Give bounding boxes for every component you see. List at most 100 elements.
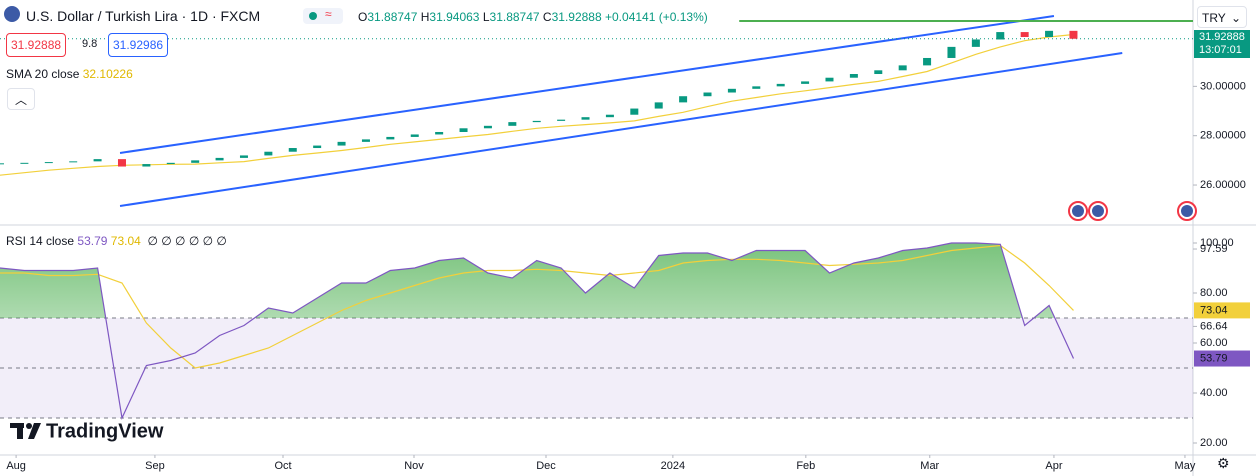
ohlc-label: L: [482, 10, 490, 24]
countdown: 13:07:01: [1199, 44, 1242, 56]
x-tick-label: 2024: [661, 460, 685, 472]
rsi-line: [0, 242, 1075, 421]
symbol-title: U.S. Dollar / Turkish Lira · 1D · FXCM: [26, 8, 261, 24]
candle: [435, 131, 444, 135]
sma-label: SMA 20 close: [6, 67, 80, 81]
spread: 9.8: [82, 38, 98, 50]
candle: [532, 120, 541, 123]
currency-select[interactable]: TRY ⌄: [1197, 6, 1247, 28]
ohlc-legend: O31.88747 H31.94063 L31.88747 C31.92888 …: [358, 10, 708, 24]
collapse-button[interactable]: ︿: [7, 88, 35, 110]
candle: [849, 74, 858, 78]
candle: [923, 57, 932, 66]
candle: [410, 134, 419, 137]
x-tick-label: Feb: [796, 460, 815, 472]
rsi-ma-value: 73.04: [110, 234, 141, 248]
candle: [93, 159, 102, 162]
value-badge-label: 73.04: [1200, 304, 1228, 316]
sma-legend: SMA 20 close 32.10226: [6, 67, 133, 81]
sma-line: [0, 33, 1074, 176]
candle: [313, 145, 322, 149]
y-tick-label: 26.00000: [1200, 179, 1246, 191]
rsi-value: 53.79: [77, 234, 108, 248]
candle: [557, 119, 566, 121]
x-tick-label: Mar: [920, 460, 939, 472]
x-tick-label: May: [1175, 460, 1196, 472]
y-tick-label: 20.00: [1200, 437, 1228, 449]
candle: [581, 117, 590, 120]
candle: [679, 96, 688, 103]
candle: [44, 162, 53, 164]
candle: [361, 139, 370, 142]
status-badge[interactable]: ≈: [303, 7, 343, 24]
candle: [752, 86, 761, 89]
candle: [703, 92, 712, 97]
candle: [337, 141, 346, 146]
y-tick-label: 28.00000: [1200, 130, 1246, 142]
trend-line: [119, 52, 1123, 207]
y-tick-label: 60.00: [1200, 337, 1228, 349]
candle: [215, 157, 224, 161]
candle: [971, 39, 980, 47]
candle: [1020, 32, 1029, 38]
buy-button[interactable]: 31.92986: [108, 33, 169, 57]
rsi-overbought-fill: [0, 243, 1074, 318]
last-price-badge: 31.92888 13:07:01: [1194, 30, 1250, 58]
candle: [483, 125, 492, 129]
ohlc-label: O: [358, 10, 368, 24]
y-tick-label: 97.59: [1200, 243, 1228, 255]
ohlc-value: 31.88747: [367, 10, 418, 24]
candle: [117, 159, 126, 167]
candle: [459, 128, 468, 132]
value-badge-label: 53.79: [1200, 352, 1228, 364]
y-tick-label: 30.00000: [1200, 80, 1246, 92]
candle: [801, 81, 810, 84]
candle: [166, 162, 175, 165]
sma-value: 32.10226: [82, 67, 133, 81]
watermark: TradingView: [46, 420, 164, 442]
currency: TRY: [1202, 11, 1226, 25]
last-price: 31.92888: [1199, 31, 1245, 43]
rsi-legend: RSI 14 close 53.79 73.04 ∅ ∅ ∅ ∅ ∅ ∅: [6, 234, 227, 248]
ohlc-value: 31.92888: [551, 10, 602, 24]
candle: [264, 151, 273, 156]
candle: [1045, 30, 1054, 38]
y-tick-label: 66.64: [1200, 320, 1228, 332]
candle: [20, 162, 29, 164]
y-tick-label: 100.00: [1200, 237, 1234, 249]
candle: [69, 161, 78, 163]
candle: [508, 122, 517, 126]
candle: [605, 114, 614, 118]
rsi-extra: ∅ ∅ ∅ ∅ ∅ ∅: [147, 234, 227, 248]
candle: [239, 155, 248, 158]
candle: [874, 70, 883, 75]
x-tick-label: Oct: [274, 460, 291, 472]
value-badge: [1194, 350, 1250, 367]
candle: [386, 136, 395, 140]
x-tick-label: Sep: [145, 460, 165, 472]
candle: [1069, 30, 1078, 39]
symbol-flag: [4, 6, 20, 22]
ohlc-value: 31.94063: [429, 10, 480, 24]
x-tick-label: Nov: [404, 460, 424, 472]
candle: [0, 163, 4, 165]
x-tick-label: Apr: [1045, 460, 1062, 472]
ohlc-value: 31.88747: [489, 10, 540, 24]
candle: [898, 65, 907, 71]
event-flags: [1068, 201, 1197, 221]
x-tick-label: Dec: [536, 460, 556, 472]
ohlc-label: H: [420, 10, 430, 24]
candle: [630, 108, 639, 115]
value-badge: [1194, 302, 1250, 319]
candle: [825, 77, 834, 82]
candle: [727, 88, 736, 93]
settings-button[interactable]: ⚙: [1217, 455, 1230, 471]
sell-button[interactable]: 31.92888: [6, 33, 67, 57]
candle: [947, 46, 956, 58]
x-tick-label: Aug: [6, 460, 26, 472]
candle: [654, 102, 663, 109]
candle: [142, 164, 151, 167]
y-tick-label: 80.00: [1200, 287, 1228, 299]
